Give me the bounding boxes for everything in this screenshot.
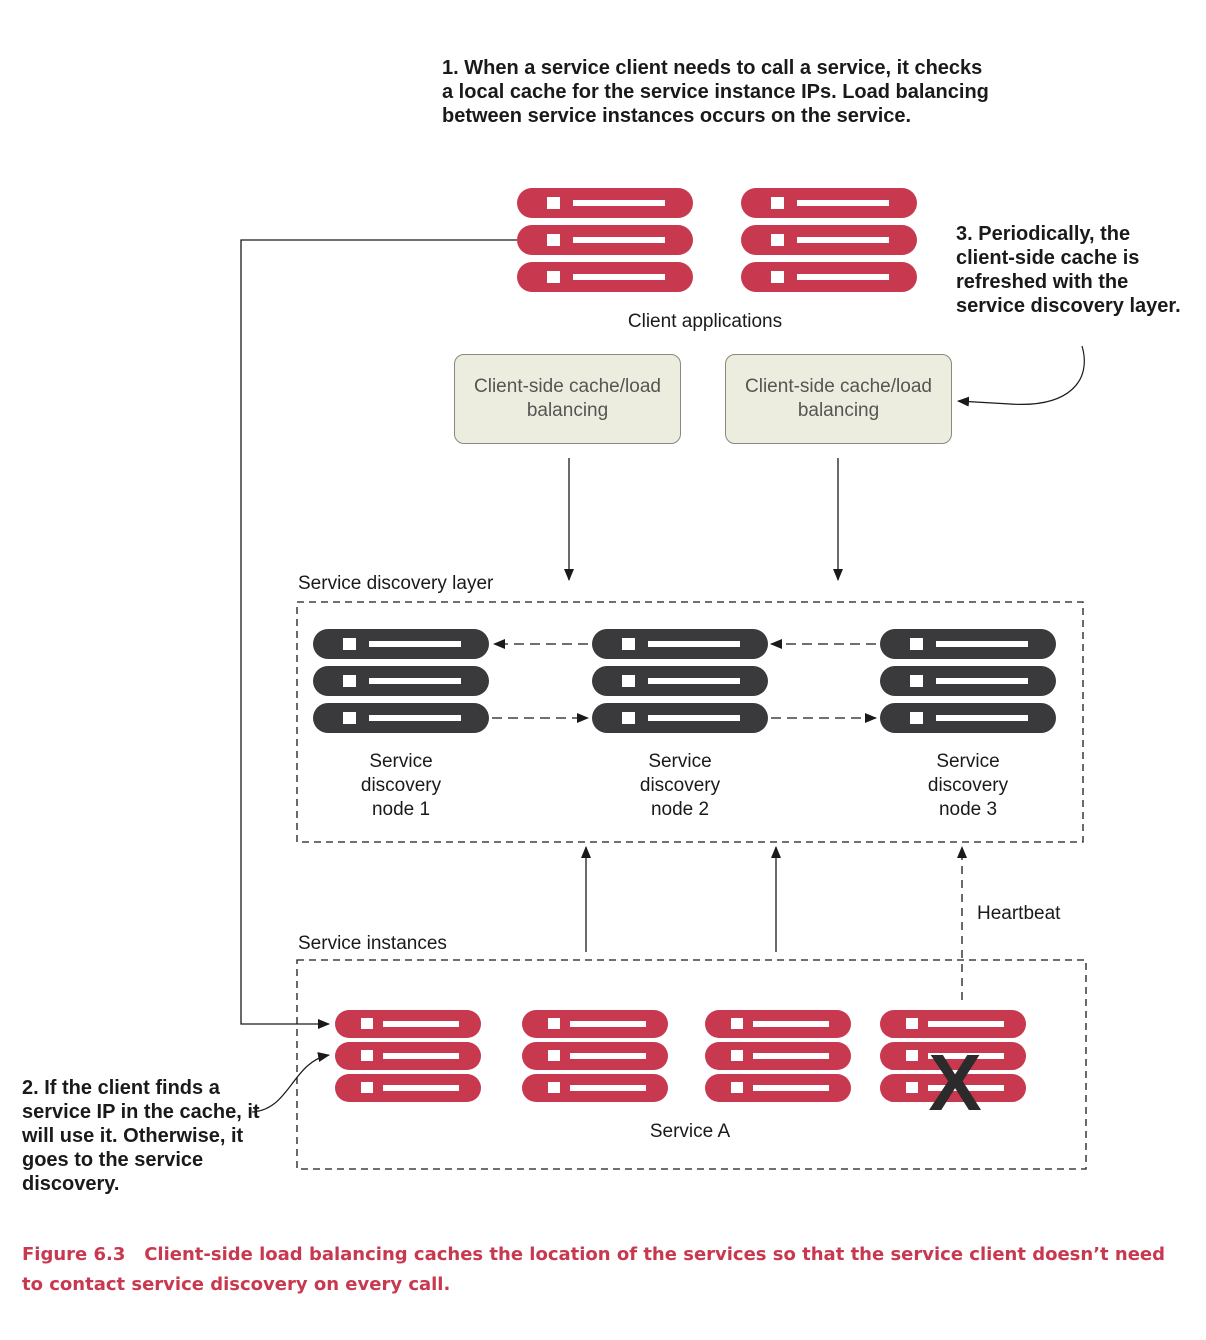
failed-instance-x-mark: X xyxy=(928,1038,981,1127)
client-cache-box-1: Client-side cache/load balancing xyxy=(454,354,681,444)
discovery-node-2-stack xyxy=(592,629,768,733)
client-cache-box-1-label: Client-side cache/load balancing xyxy=(474,376,661,421)
discovery-node-1-stack xyxy=(313,629,489,733)
service-a-label: Service A xyxy=(649,1121,731,1142)
discovery-node-1-label: Service discovery node 1 xyxy=(360,751,442,820)
note2-leader-arrow xyxy=(251,1052,330,1113)
figure-number: Figure 6.3 xyxy=(22,1244,126,1265)
heartbeat-label: Heartbeat xyxy=(977,903,1061,924)
discovery-node-2-label: Service discovery node 2 xyxy=(639,751,721,820)
client-applications-label: Client applications xyxy=(627,311,783,332)
service-instances-border xyxy=(296,959,1087,1170)
service-instance-2 xyxy=(522,1010,668,1102)
discovery-node-3-label: Service discovery node 3 xyxy=(927,751,1009,820)
figure-caption-text: Client-side load balancing caches the lo… xyxy=(22,1244,1166,1295)
client-app-server-stack-1 xyxy=(517,188,693,292)
client-to-service-arrow xyxy=(240,239,517,1029)
client-cache-box-2: Client-side cache/load balancing xyxy=(725,354,952,444)
service-discovery-layer-border xyxy=(296,601,1084,843)
note-1: 1. When a service client needs to call a… xyxy=(442,57,989,127)
client-app-server-stack-2 xyxy=(741,188,917,292)
service-instance-1 xyxy=(335,1010,481,1102)
note-3: 3. Periodically, the client-side cache i… xyxy=(956,223,1181,317)
discovery-node-3-stack xyxy=(880,629,1056,733)
service-instance-3 xyxy=(705,1010,851,1102)
note3-leader-arrow xyxy=(957,345,1085,407)
service-discovery-layer-label: Service discovery layer xyxy=(298,573,494,594)
service-instances-label: Service instances xyxy=(298,933,447,954)
client-cache-box-2-label: Client-side cache/load balancing xyxy=(745,376,932,421)
figure-caption: Figure 6.3 Client-side load balancing ca… xyxy=(22,1240,1192,1300)
note-2: 2. If the client finds a service IP in t… xyxy=(22,1077,260,1195)
